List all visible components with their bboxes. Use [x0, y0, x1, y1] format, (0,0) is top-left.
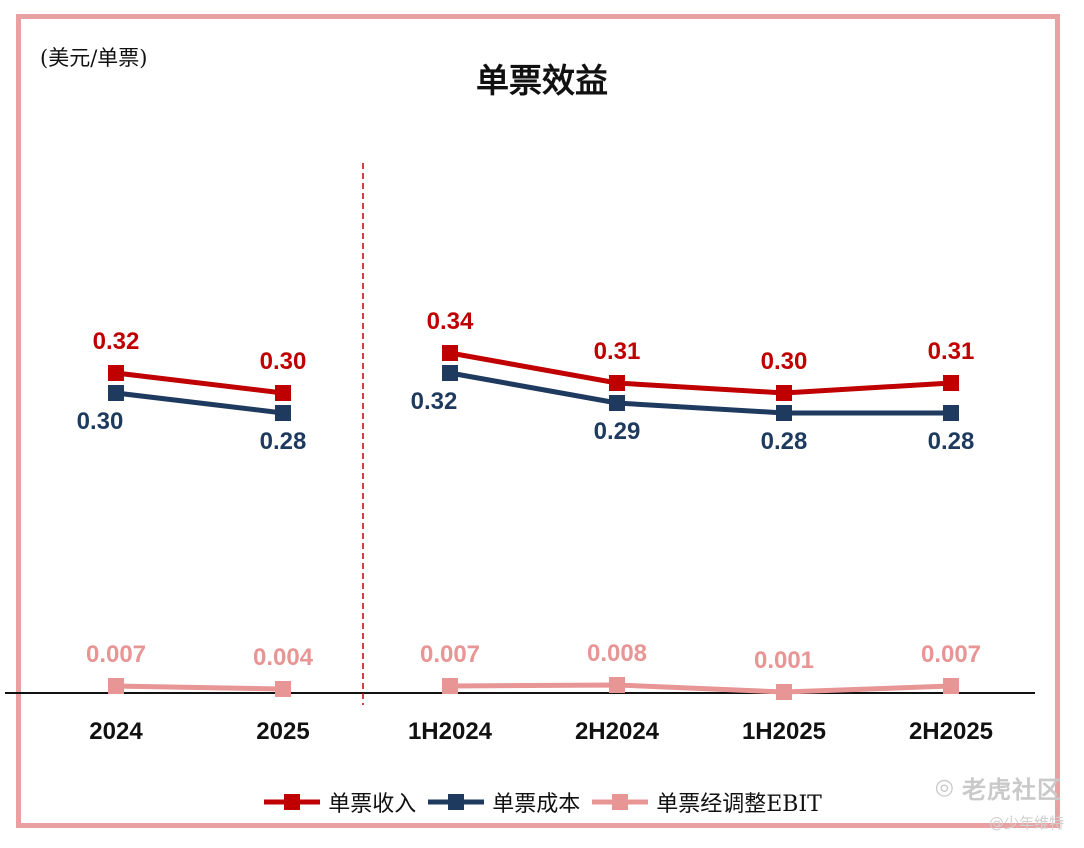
plot-area: 2024 2025 1H2024 2H2024 1H2025 2H2025 0.32 0.30…: [5, 163, 1035, 745]
data-marker: [108, 385, 124, 401]
x-tick-label: 2H2025: [909, 718, 993, 745]
data-marker: [275, 385, 291, 401]
data-label: 0.30: [761, 348, 808, 375]
series-line-1: [449, 370, 951, 416]
x-tick-label: 1H2024: [408, 718, 493, 745]
data-marker: [943, 405, 959, 421]
series-line-1: [115, 390, 284, 416]
data-label: 0.32: [411, 388, 458, 415]
legend: 单票收入 单票成本 单票经调整EBIT: [0, 786, 1084, 818]
data-label: 0.004: [253, 644, 314, 671]
data-label: 0.28: [928, 428, 975, 455]
data-label: 0.29: [594, 418, 641, 445]
data-marker: [776, 405, 792, 421]
data-marker: [943, 375, 959, 391]
series-line-0: [449, 350, 952, 396]
watermark-user: @少年维特: [988, 814, 1064, 832]
data-label: 0.31: [928, 338, 975, 365]
watermark-logo-text: 老虎社区: [962, 776, 1062, 804]
data-marker: [609, 375, 625, 391]
data-label: 0.34: [427, 308, 474, 335]
legend-item: 单票经调整EBIT: [590, 786, 822, 818]
legend-label: 单票经调整EBIT: [656, 792, 822, 817]
data-marker: [442, 678, 458, 694]
data-marker: [776, 684, 792, 700]
data-label: 0.30: [260, 348, 307, 375]
data-marker: [442, 365, 458, 381]
data-marker: [108, 365, 124, 381]
x-tick-label: 2025: [256, 718, 309, 745]
legend-label: 单票成本: [492, 792, 581, 817]
unit-label: (美元/单票): [40, 46, 148, 70]
tiger-logo-icon: ◎: [934, 775, 954, 800]
data-marker: [609, 395, 625, 411]
data-marker: [609, 677, 625, 693]
x-tick-label: 2024: [89, 718, 143, 745]
legend-swatch-icon: [428, 794, 485, 810]
data-label: 0.008: [587, 640, 647, 667]
data-label: 0.007: [86, 641, 146, 668]
series-line-2: [449, 682, 952, 695]
chart-title: 单票效益: [476, 61, 608, 100]
legend-item: 单票收入: [262, 786, 416, 818]
series-line-0: [115, 370, 284, 396]
data-marker: [943, 678, 959, 694]
data-label: 0.32: [93, 328, 140, 355]
data-label: 0.28: [761, 428, 808, 455]
data-label: 0.30: [77, 408, 124, 435]
legend-item: 单票成本: [426, 786, 580, 818]
data-marker: [442, 345, 458, 361]
data-label: 0.001: [754, 647, 814, 674]
legend-swatch-icon: [592, 794, 649, 810]
data-marker: [275, 405, 291, 421]
data-label: 0.28: [260, 428, 307, 455]
data-marker: [275, 681, 291, 697]
data-marker: [776, 385, 792, 401]
data-marker: [108, 678, 124, 694]
legend-swatch-icon: [264, 794, 321, 810]
data-label: 0.007: [420, 641, 480, 668]
x-tick-label: 1H2025: [742, 718, 826, 745]
data-label: 0.007: [921, 641, 981, 668]
series-line-2: [115, 683, 284, 692]
legend-label: 单票收入: [328, 792, 417, 817]
data-label: 0.31: [594, 338, 641, 365]
watermark: ◎ 老虎社区: [935, 770, 1062, 805]
x-tick-label: 2H2024: [575, 718, 660, 745]
